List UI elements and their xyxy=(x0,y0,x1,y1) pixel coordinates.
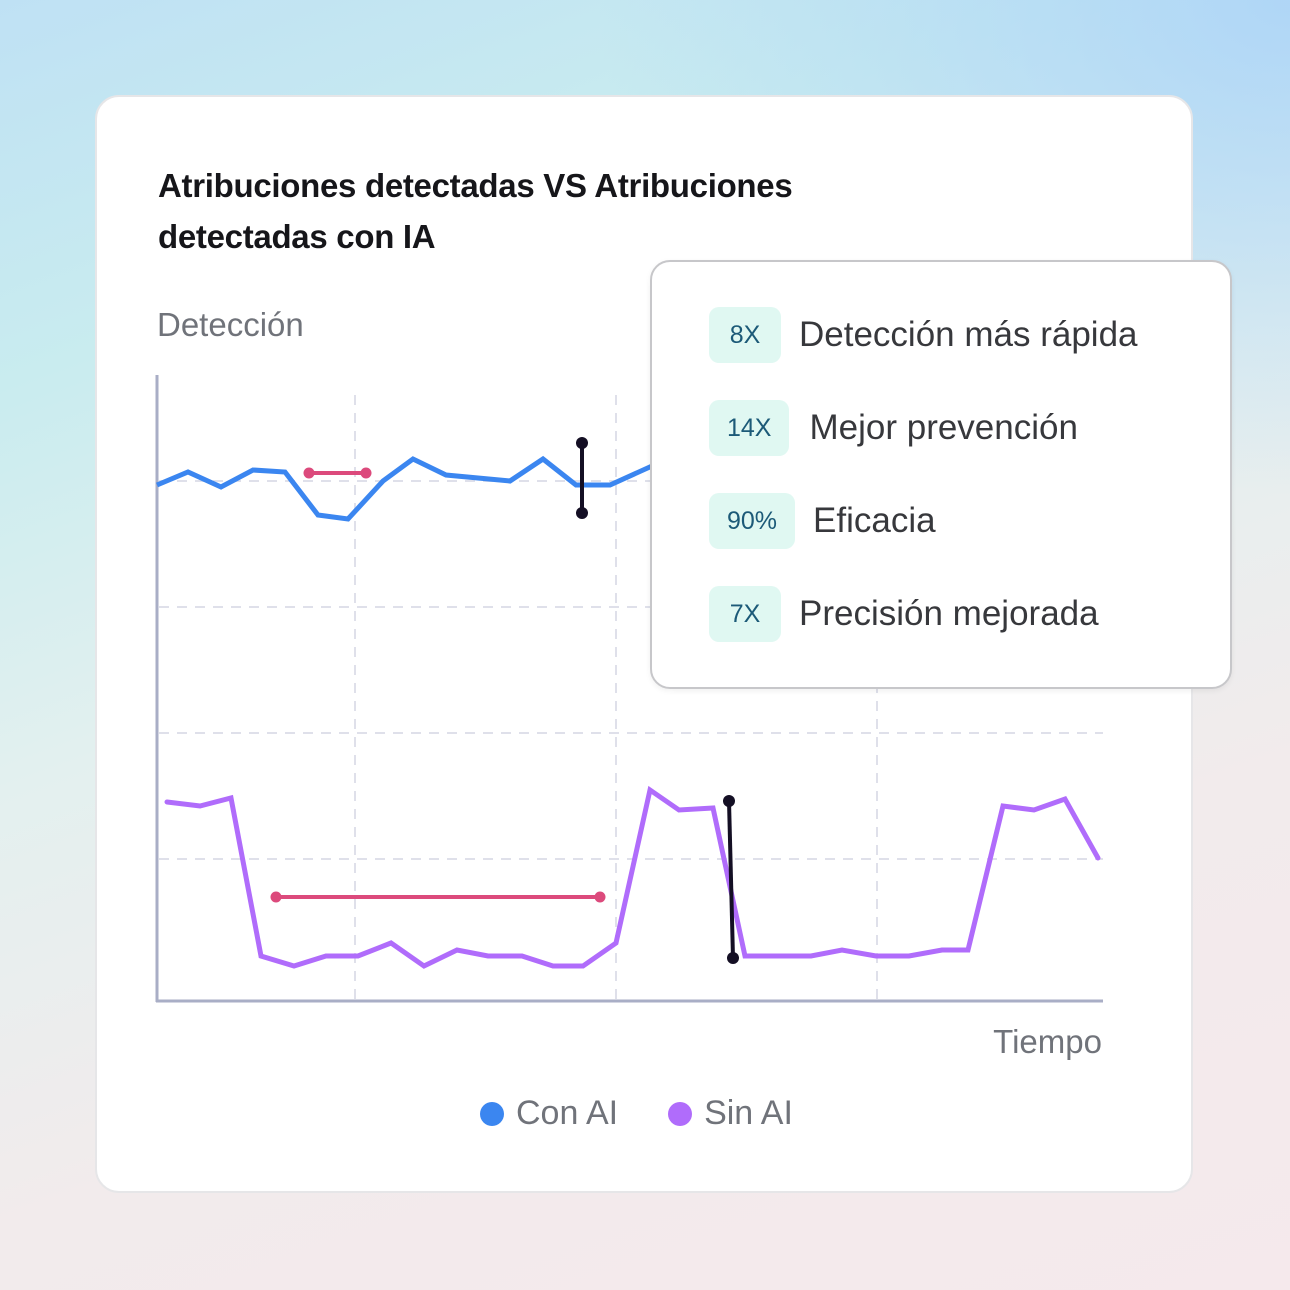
series-sin-ai-line xyxy=(164,785,1101,969)
stat-badge: 90% xyxy=(709,493,796,549)
legend-label: Sin AI xyxy=(704,1094,793,1132)
con-ai-range-marker xyxy=(303,467,372,479)
chart-legend: Con AI Sin AI xyxy=(480,1094,793,1133)
stat-row-better-prevention: 14X Mejor prevención xyxy=(709,400,1078,456)
chart-title: Atribuciones detectadas VS Atribuciones … xyxy=(158,167,793,255)
series-con-ai-line xyxy=(156,452,681,522)
stat-badge: 14X xyxy=(709,400,790,456)
stat-label: Detección más rápida xyxy=(799,315,1138,354)
sin-ai-dot-icon xyxy=(668,1101,693,1126)
stat-row-improved-precision: 7X Precisión mejorada xyxy=(709,586,1099,642)
x-axis-label: Tiempo xyxy=(993,1023,1102,1060)
stat-label: Mejor prevención xyxy=(809,408,1078,447)
con-ai-dot-icon xyxy=(480,1101,504,1126)
horizontal-gridlines xyxy=(159,480,1103,860)
stat-row-efficacy: 90% Eficacia xyxy=(709,493,936,549)
y-axis-label: Detección xyxy=(157,306,304,343)
stat-label: Precisión mejorada xyxy=(799,594,1099,633)
legend-item-sin-ai[interactable]: Sin AI xyxy=(668,1094,793,1133)
sin-ai-gap-marker xyxy=(723,795,739,964)
stat-badge: 8X xyxy=(709,307,781,363)
stat-label: Eficacia xyxy=(813,501,936,540)
legend-item-con-ai[interactable]: Con AI xyxy=(480,1094,618,1133)
stat-row-faster-detection: 8X Detección más rápida xyxy=(709,307,1138,363)
stats-tooltip: 8X Detección más rápida 14X Mejor preven… xyxy=(650,260,1232,689)
stat-badge: 7X xyxy=(709,586,781,642)
vertical-gridlines xyxy=(354,395,878,1001)
legend-label: Con AI xyxy=(516,1094,619,1132)
con-ai-gap-marker xyxy=(576,437,588,519)
sin-ai-range-marker xyxy=(270,891,606,903)
